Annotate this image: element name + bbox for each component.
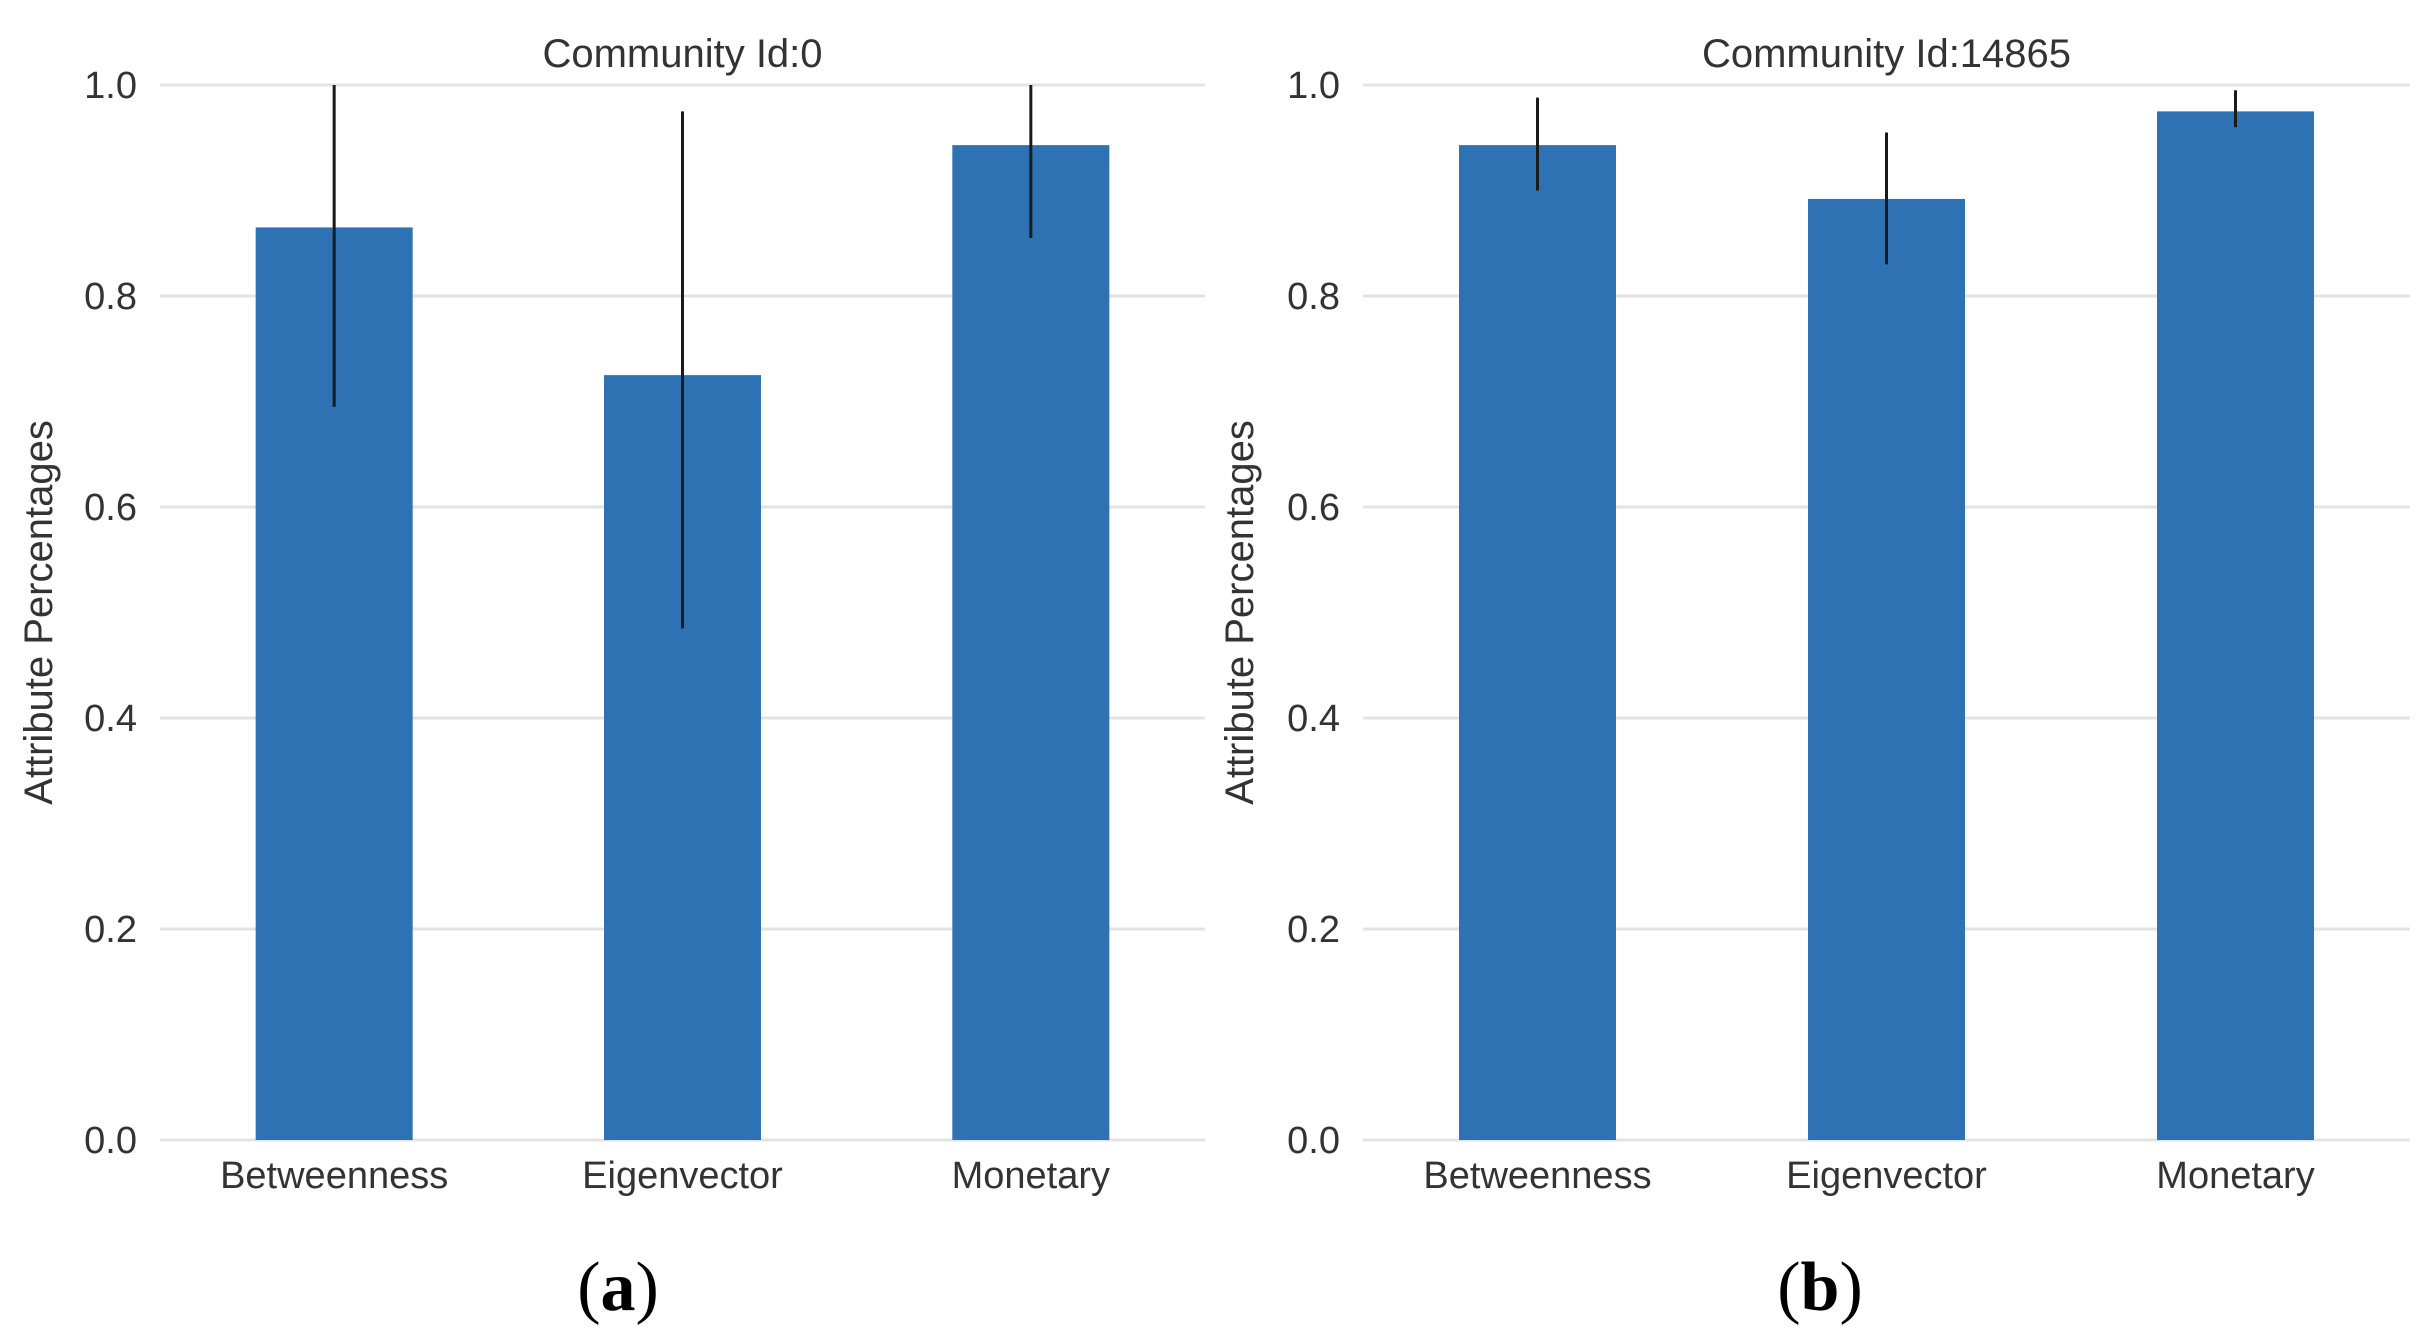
y-tick-label: 0.6	[84, 487, 137, 529]
chart-panel-b: 0.0 0.2 0.4 0.6 0.8 1.0 Betweenness Eigenvector…	[1218, 32, 2410, 1326]
x-tick-label: Eigenvector	[582, 1155, 783, 1197]
y-tick-label: 0.2	[84, 909, 137, 951]
x-tick-label: Betweenness	[1423, 1155, 1651, 1197]
y-tick-label: 0.0	[84, 1120, 137, 1162]
chart-panel-a: 0.0 0.2 0.4 0.6 0.8 1.0 Betweenness Eigenvector…	[17, 32, 1205, 1326]
chart-title: Community Id:0	[542, 32, 822, 76]
x-tick-label: Monetary	[2156, 1155, 2314, 1197]
x-tick-label: Monetary	[952, 1155, 1110, 1197]
panel-label: (b)	[1777, 1249, 1863, 1326]
x-tick-label: Eigenvector	[1786, 1155, 1987, 1197]
chart-title: Community Id:14865	[1702, 32, 2071, 76]
panel-label: (a)	[577, 1249, 659, 1326]
bar	[1808, 198, 1965, 1140]
bar	[952, 145, 1110, 1140]
y-tick-label: 0.6	[1287, 487, 1340, 529]
y-tick-label: 0.4	[1287, 698, 1340, 740]
y-tick-label: 1.0	[84, 65, 137, 107]
y-axis-label: Attribute Percentages	[1218, 420, 1262, 805]
y-tick-label: 0.2	[1287, 909, 1340, 951]
bar	[1459, 145, 1616, 1140]
y-tick-label: 1.0	[1287, 65, 1340, 107]
y-tick-label: 0.8	[84, 276, 137, 318]
bar	[2157, 111, 2314, 1140]
y-tick-label: 0.4	[84, 698, 137, 740]
y-tick-label: 0.0	[1287, 1120, 1340, 1162]
x-tick-label: Betweenness	[220, 1155, 448, 1197]
y-tick-label: 0.8	[1287, 276, 1340, 318]
y-axis-label: Attribute Percentages	[17, 420, 61, 805]
